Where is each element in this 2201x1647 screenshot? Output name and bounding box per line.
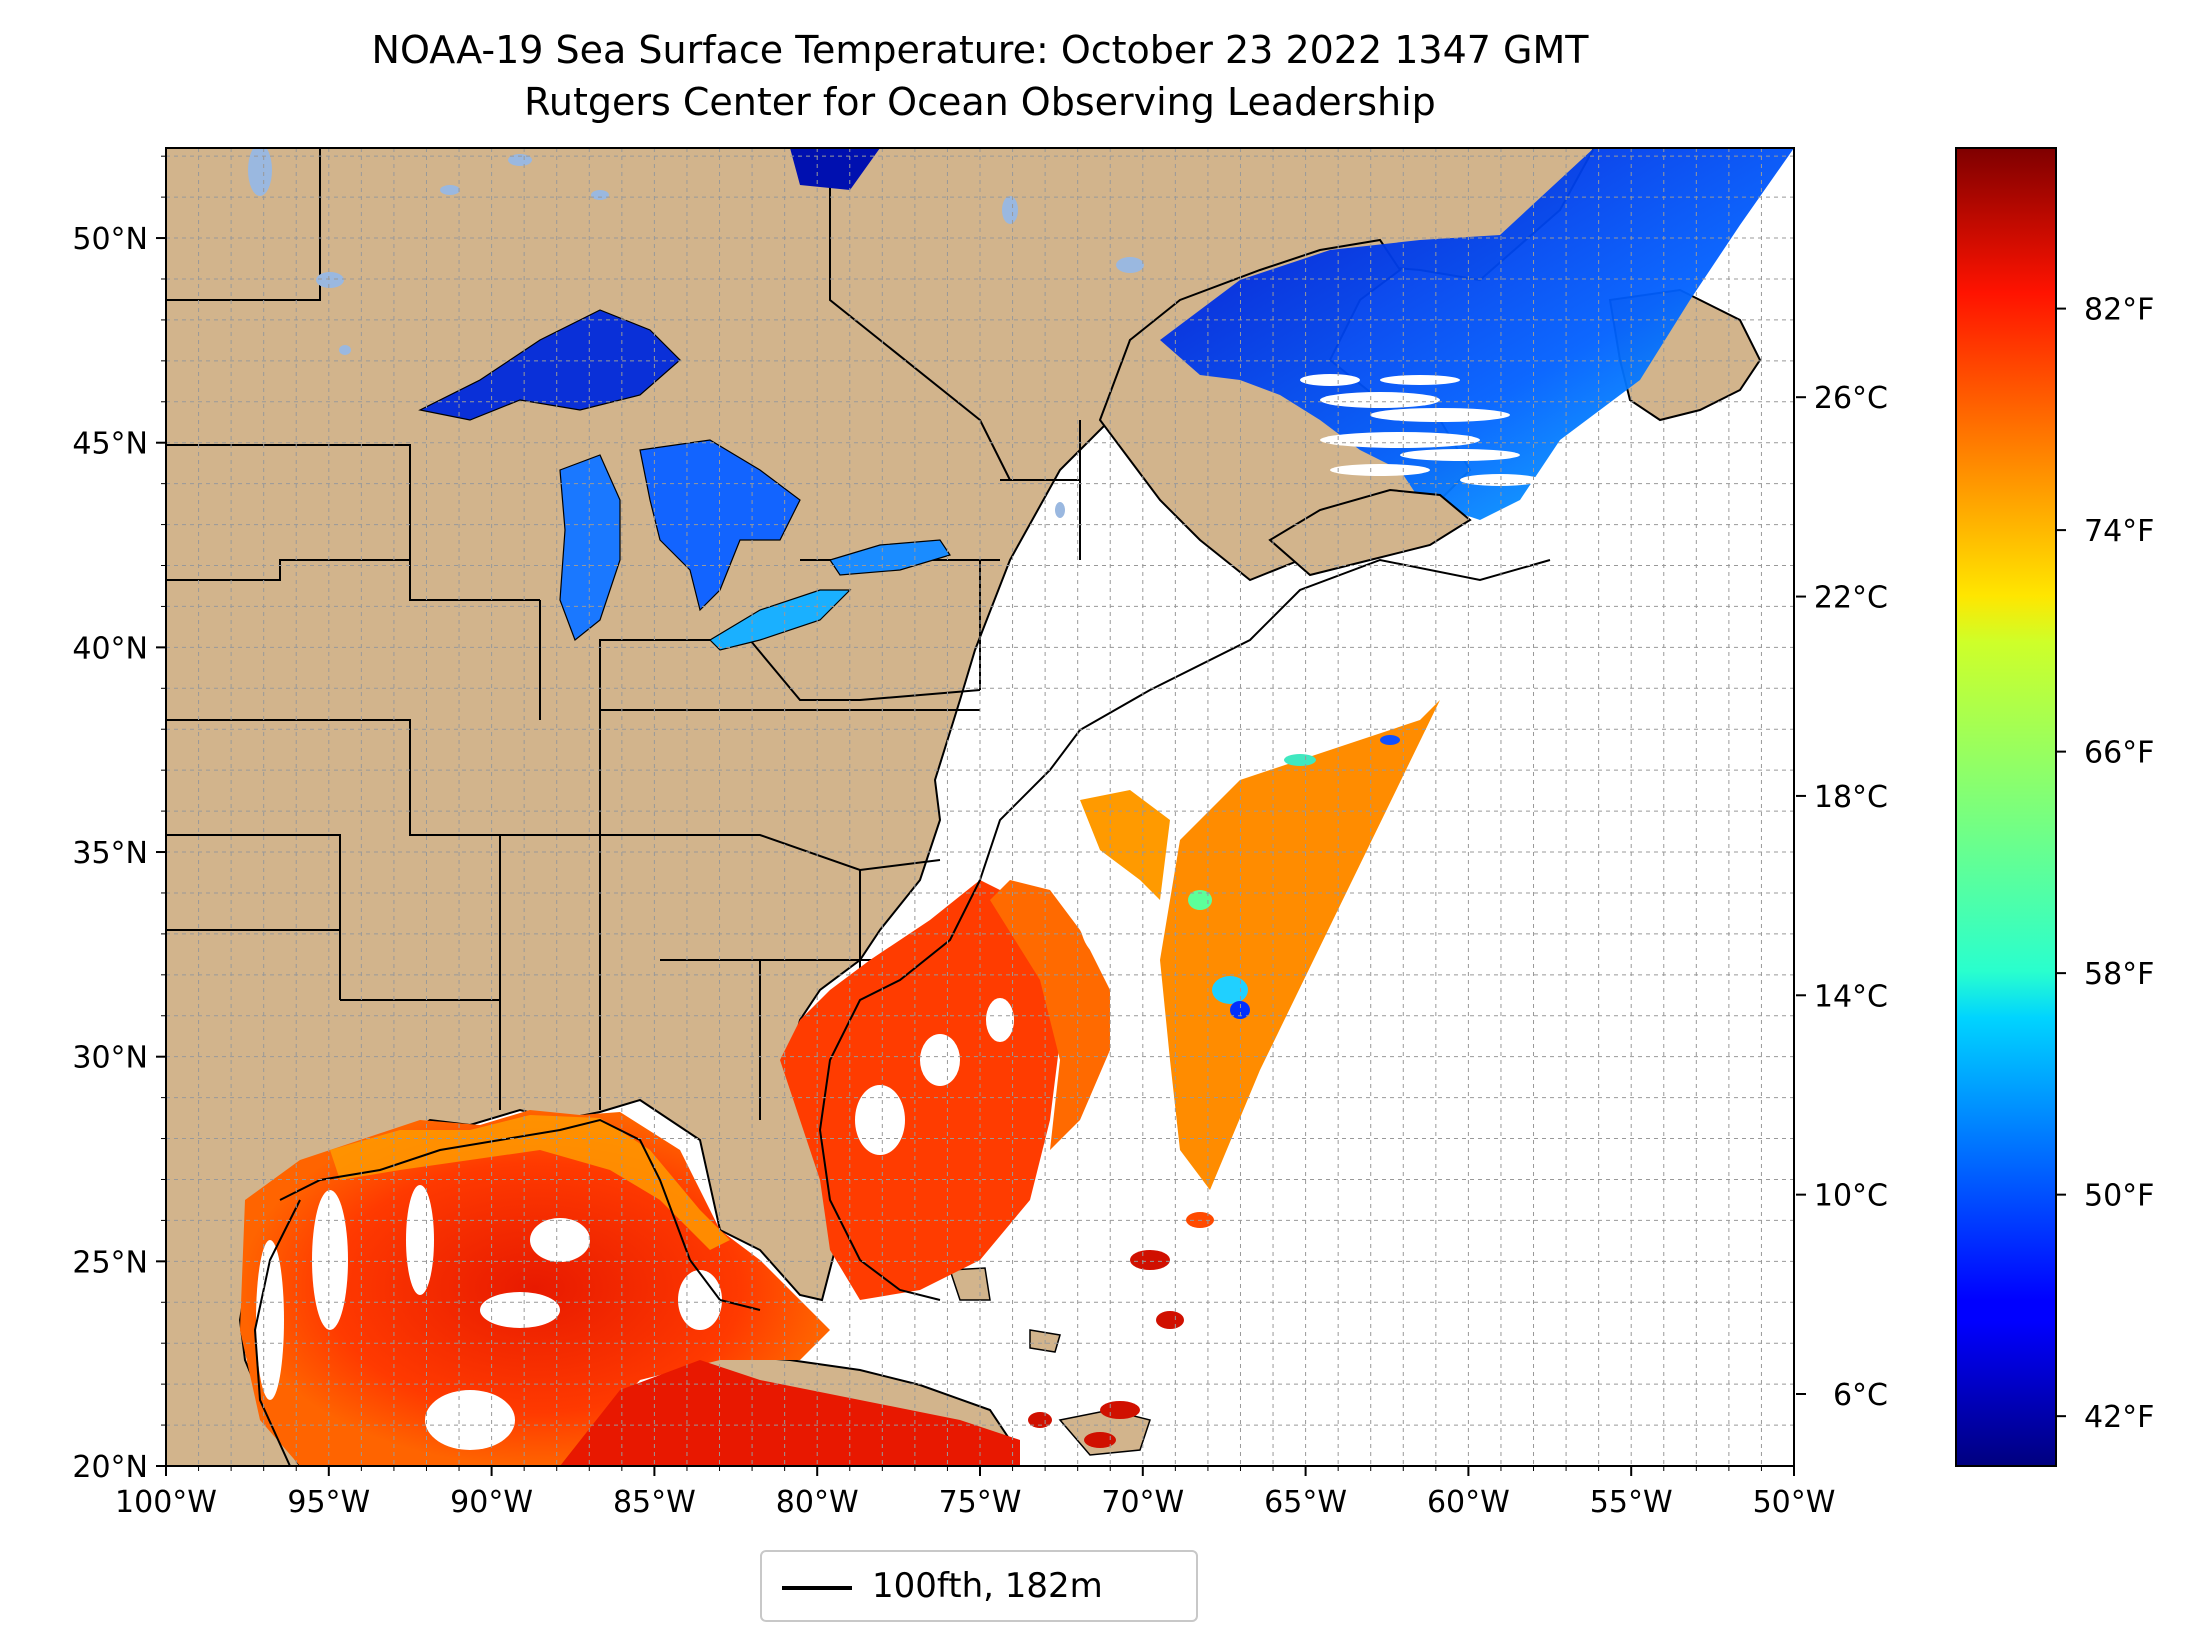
lake-superior bbox=[418, 309, 681, 421]
colorbar-f-label: 66°F bbox=[2084, 736, 2154, 771]
james-bay bbox=[790, 148, 880, 190]
sst-southeast-atlantic bbox=[780, 880, 1060, 1300]
lon-tick-label: 85°W bbox=[613, 1485, 696, 1520]
colorbar-f-label: 58°F bbox=[2084, 957, 2154, 992]
legend-line-swatch bbox=[782, 1586, 852, 1590]
colorbar-c-label: 6°C bbox=[1833, 1378, 1888, 1413]
cloud-gaps-south bbox=[256, 880, 1174, 1450]
lake-michigan bbox=[559, 454, 621, 641]
colorbar-f-label: 82°F bbox=[2084, 293, 2154, 328]
colorbar-f-label: 42°F bbox=[2084, 1400, 2154, 1435]
lon-tick-label: 50°W bbox=[1753, 1485, 1836, 1520]
colorbar bbox=[1955, 147, 2057, 1467]
sst-gulf-of-st-lawrence bbox=[1160, 148, 1794, 520]
sst-gulf-nearshore bbox=[330, 1115, 730, 1250]
sst-atlantic-orange bbox=[990, 880, 1110, 1150]
colorbar-c-label: 10°C bbox=[1814, 1179, 1888, 1214]
colorbar-f-label: 50°F bbox=[2084, 1179, 2154, 1214]
lon-tick-label: 60°W bbox=[1427, 1485, 1510, 1520]
great-lakes bbox=[418, 309, 951, 651]
lon-tick-label: 70°W bbox=[1101, 1485, 1184, 1520]
colorbar-c-label: 26°C bbox=[1814, 381, 1888, 416]
colorbar-c-label: 22°C bbox=[1814, 581, 1888, 616]
lon-tick-label: 55°W bbox=[1590, 1485, 1673, 1520]
map-gridlines bbox=[166, 148, 1794, 1466]
lat-tick-label: 45°N bbox=[72, 427, 148, 462]
sst-fragments bbox=[1028, 1212, 1214, 1448]
lake-ontario bbox=[829, 539, 951, 576]
map-title: NOAA-19 Sea Surface Temperature: October… bbox=[371, 28, 1589, 72]
inland-lakes bbox=[248, 148, 1144, 518]
lat-tick-label: 40°N bbox=[72, 631, 148, 666]
lon-tick-label: 75°W bbox=[939, 1485, 1022, 1520]
sst-atlantic-north-swath bbox=[1080, 790, 1170, 900]
lon-tick-label: 65°W bbox=[1264, 1485, 1347, 1520]
colorbar-f-label: 74°F bbox=[2084, 514, 2154, 549]
colorbar-ticks: 42°F 50°F 58°F 66°F 74°F 82°F 6°C 10°C 14°C 18°C 2… bbox=[1796, 293, 2154, 1435]
legend: 100fth, 182m bbox=[760, 1550, 1198, 1622]
lon-tick-label: 100°W bbox=[115, 1485, 217, 1520]
lon-tick-label: 90°W bbox=[450, 1485, 533, 1520]
lat-tick-label: 35°N bbox=[72, 836, 148, 871]
lon-tick-label: 95°W bbox=[287, 1485, 370, 1520]
state-boundaries bbox=[166, 148, 1081, 1120]
sst-central-atlantic-swath bbox=[1160, 700, 1440, 1190]
longitude-axis: 100°W 95°W 90°W 85°W 80°W 75°W 70°W 65°W 60°W 55°… bbox=[115, 1466, 1835, 1520]
lon-tick-label: 80°W bbox=[776, 1485, 859, 1520]
lat-tick-label: 25°N bbox=[72, 1245, 148, 1280]
colorbar-c-label: 18°C bbox=[1814, 780, 1888, 815]
lat-tick-label: 50°N bbox=[72, 222, 148, 257]
map-subtitle: Rutgers Center for Ocean Observing Leade… bbox=[524, 80, 1436, 124]
latitude-axis: 20°N 25°N 30°N 35°N 40°N 45°N 50°N bbox=[72, 155, 166, 1485]
cloud-streaks-north bbox=[1300, 374, 1540, 486]
land-nova-scotia bbox=[1268, 488, 1472, 577]
depth-contour-gulf bbox=[253, 1118, 761, 1466]
colorbar-c-label: 14°C bbox=[1814, 979, 1888, 1014]
legend-label: 100fth, 182m bbox=[872, 1566, 1103, 1606]
sst-caribbean bbox=[560, 1360, 1020, 1466]
lat-tick-label: 20°N bbox=[72, 1450, 148, 1485]
sst-cool-patches bbox=[1188, 735, 1400, 1019]
lat-tick-label: 30°N bbox=[72, 1041, 148, 1076]
